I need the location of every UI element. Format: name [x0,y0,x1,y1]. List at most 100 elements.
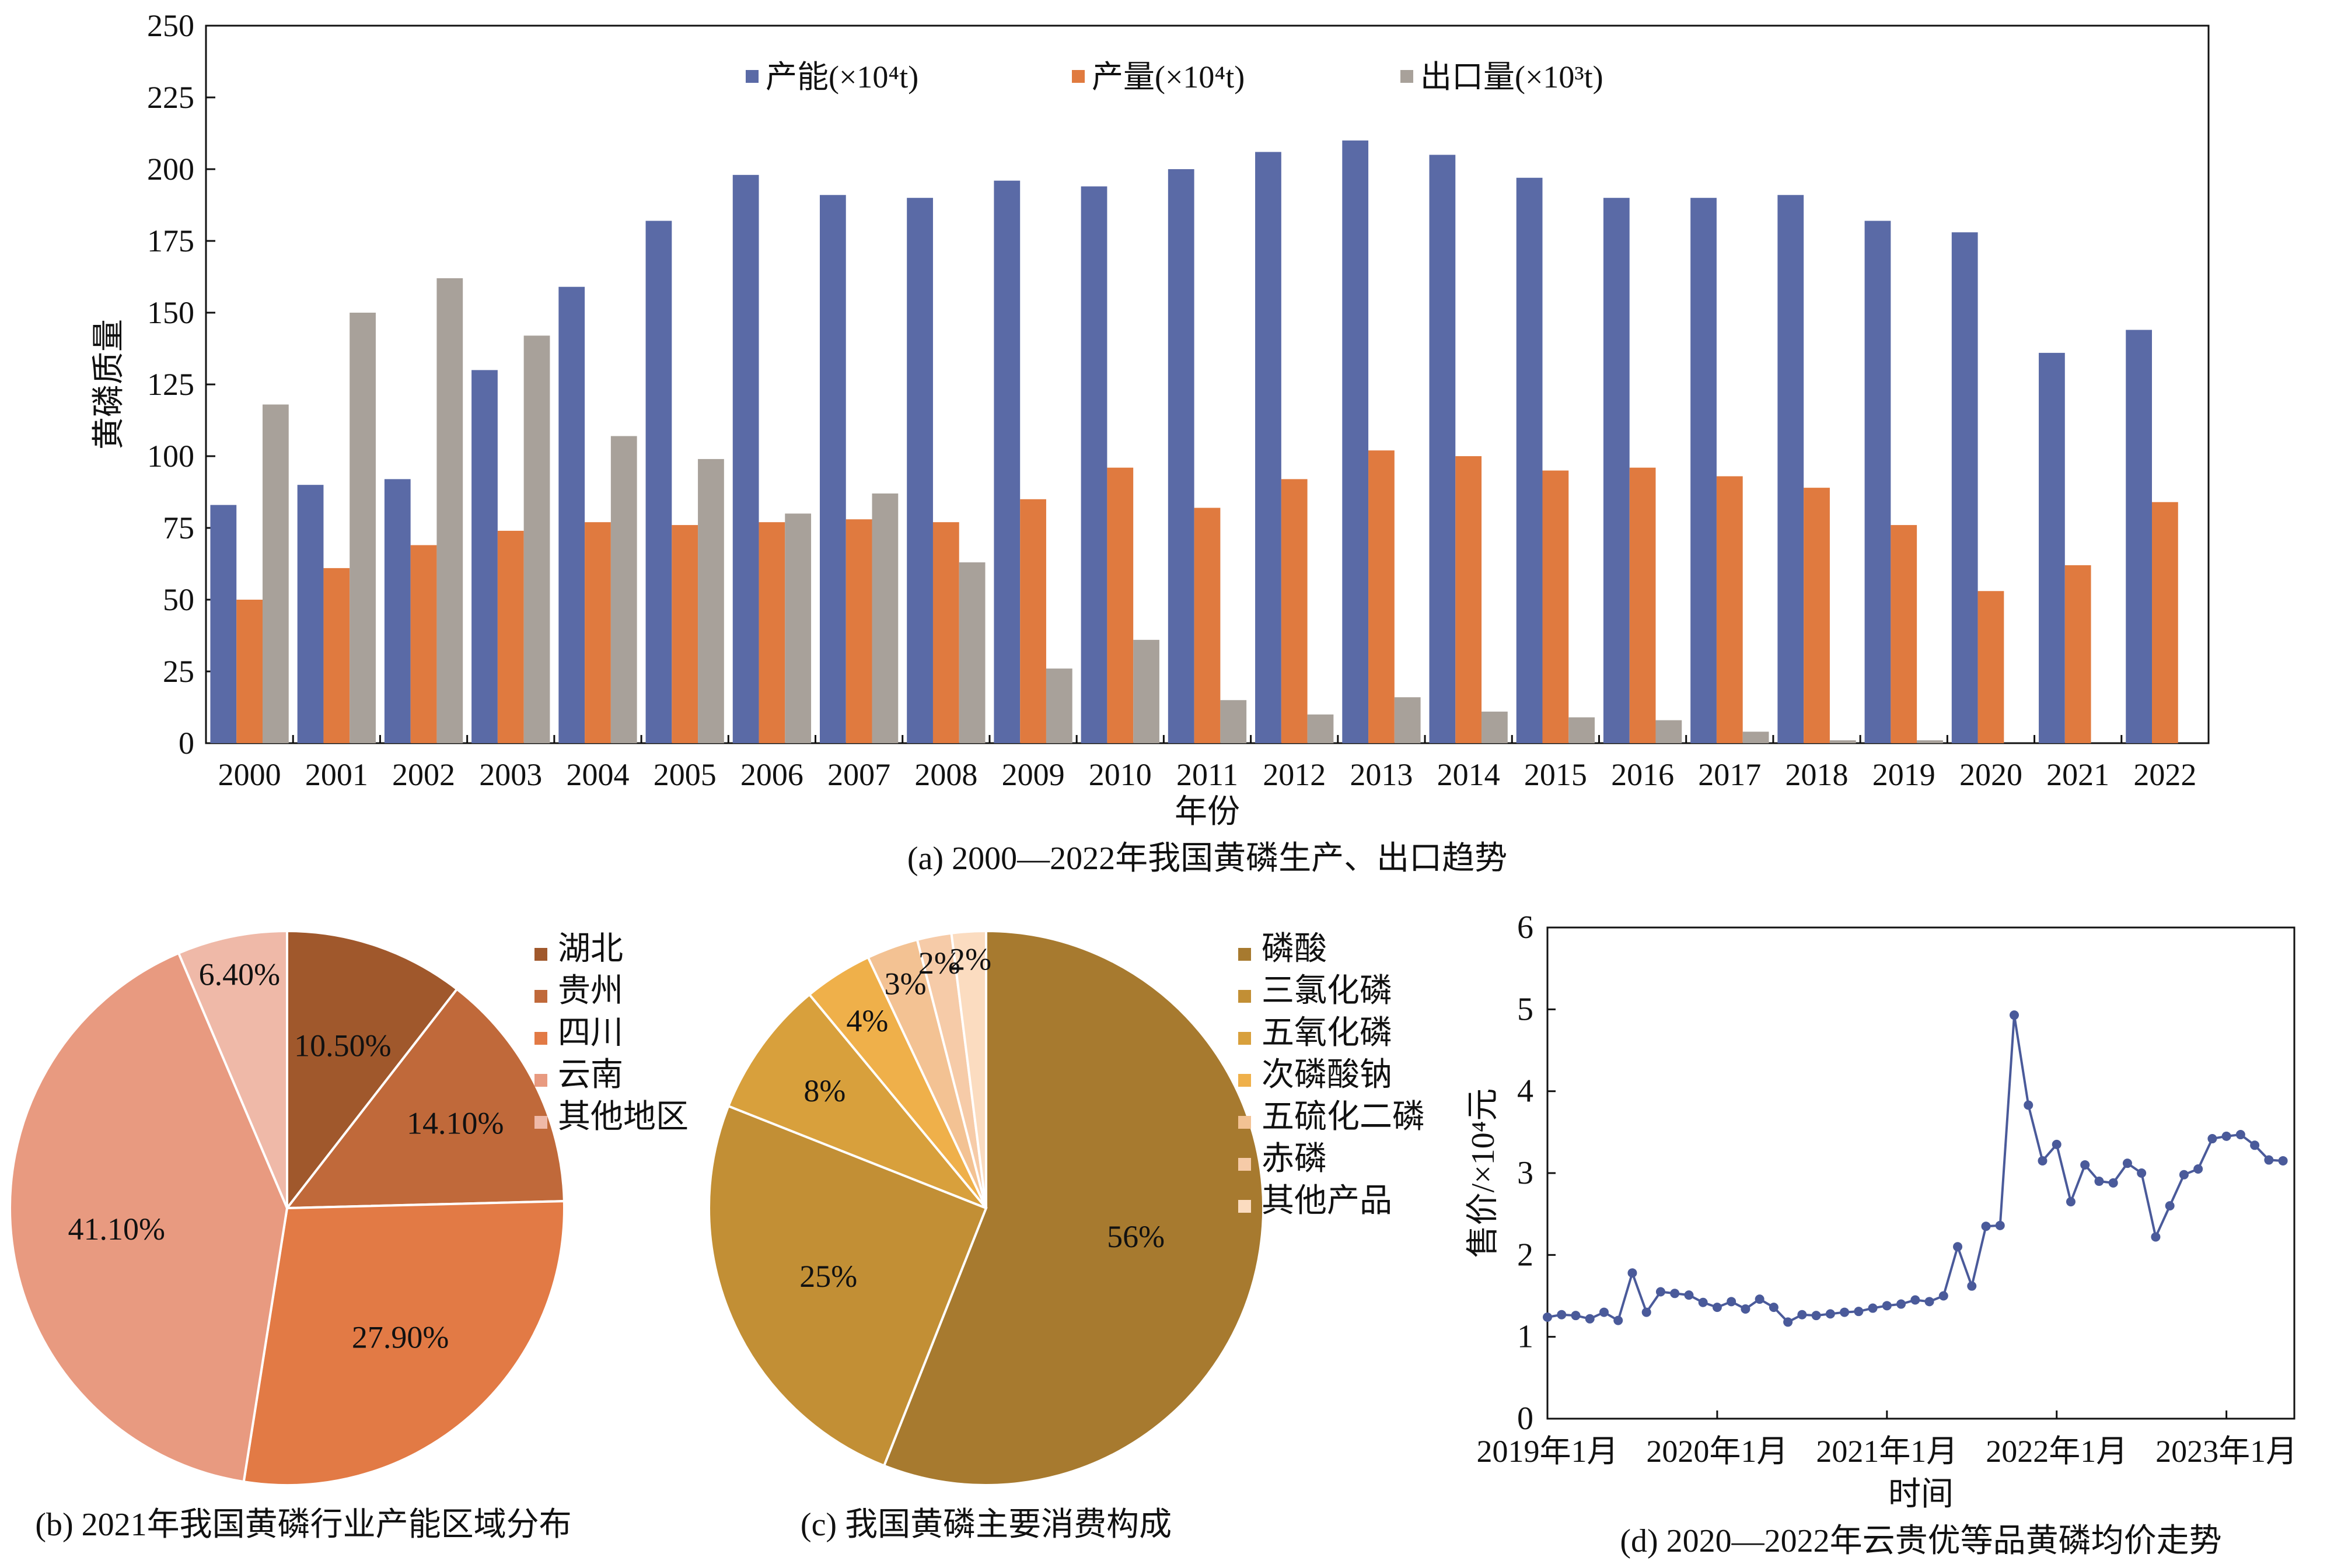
legend-swatch-capacity [746,70,759,83]
bar-capacity [471,370,498,743]
price-line-point [2278,1156,2288,1166]
pie-slice [708,1104,988,1468]
bar-output [497,530,524,743]
bar-chart-x-tick-label: 2018 [1786,757,1849,792]
price-line-x-axis: 2019年1月 2020年1月 2021年1月 2022年1月 2023年1月 [1477,1410,2297,1469]
price-line-y-tick-label: 0 [1517,1401,1533,1437]
bar-chart-x-tick-label: 2012 [1263,757,1326,792]
price-line-point [2264,1155,2274,1165]
bar-chart-x-tick-label: 2014 [1437,757,1500,792]
bar-capacity [297,485,324,743]
price-line-point [1910,1295,1920,1305]
bar-chart-x-tick-label: 2009 [1002,757,1065,792]
pie-legend-label: 磷酸 [1262,931,1327,967]
price-line-point [1995,1220,2005,1230]
price-line-point [1571,1311,1581,1321]
price-line-point [1543,1312,1552,1322]
price-line-point [1896,1299,1906,1309]
bar-capacity [907,198,933,743]
bar-export [1568,717,1595,743]
pie-legend-label: 四川 [558,1015,623,1051]
bar-export [1220,700,1247,743]
price-line-point [1670,1289,1680,1298]
bar-chart-y-tick-label: 50 [163,582,194,617]
price-line-point [2151,1232,2161,1242]
bar-capacity [210,505,237,743]
pie-slice [242,1200,565,1486]
bar-capacity [1168,169,1194,743]
bar-output [410,545,437,743]
bar-capacity [994,180,1021,743]
bar-capacity [819,195,846,743]
pie-value-label: 14.10% [407,1105,504,1140]
bar-output [1020,499,1046,743]
region-pie-value-labels: 10.50% 14.10% 27.90% 41.10% 6.40% [68,957,504,1355]
price-line-point [1627,1268,1637,1278]
bar-chart-y-tick-label: 125 [147,367,194,402]
pie-legend-label: 五硫化二磷 [1262,1099,1425,1135]
price-line-y-tick-label: 6 [1517,909,1533,946]
bar-chart-x-tick-label: 2005 [654,757,717,792]
pie-legend-label: 赤磷 [1262,1141,1327,1177]
bar-chart-x-tick-label: 2008 [914,757,977,792]
bar-output [672,525,698,743]
bar-export [262,404,289,743]
bar-capacity [1516,177,1543,743]
bar-export [523,335,550,743]
pie-legend-swatch [1238,1158,1251,1171]
price-line-point [1868,1303,1878,1313]
legend-label-output: 产量(×10⁴t) [1092,60,1245,94]
price-line-point [1783,1317,1793,1327]
bar-output [1891,525,1917,743]
bar-chart-y-tick-label: 150 [147,295,194,330]
consumption-pie-value-labels: 56%25%8%4%3%2%2% [799,942,1165,1294]
bar-output [1977,591,2004,743]
bar-chart-x-tick-label: 2020 [1959,757,2022,792]
bar-chart-x-tick-label: 2013 [1350,757,1413,792]
price-line-point [1924,1297,1934,1307]
bar-export [785,513,812,743]
bar-chart-x-tick-label: 2011 [1176,757,1238,792]
pie-legend-swatch [534,948,547,961]
bar-export [1133,639,1159,743]
pie-slice [950,929,987,1209]
bar-output [2064,565,2091,743]
pie-value-label: 27.90% [352,1320,449,1355]
bar-capacity [645,220,672,743]
price-line-point [1741,1304,1750,1314]
bar-output [236,600,263,743]
legend-swatch-export [1400,70,1413,83]
pie-legend-swatch [534,1116,547,1129]
pie-slice [726,993,987,1209]
price-line-x-tick-label: 2020年1月 [1646,1434,1788,1469]
pie-legend-swatch [1238,990,1251,1003]
bar-chart-y-tick-label: 0 [179,726,194,761]
price-line-point [1882,1301,1892,1311]
price-line-point [1938,1291,1948,1301]
bar-chart-y-tick-label: 25 [163,654,194,689]
price-line-point [1684,1290,1694,1300]
pie-value-label: 2% [918,946,960,981]
bar-capacity [1777,195,1804,743]
bar-capacity [384,479,411,743]
consumption-pie-slices [708,929,1264,1486]
legend-label-capacity: 产能(×10⁴t) [766,60,918,94]
pie-legend-label: 三氯化磷 [1262,973,1392,1009]
price-line-point [2024,1100,2033,1110]
bar-output [1455,456,1482,743]
bar-chart-x-tick-label: 2007 [827,757,890,792]
bar-output [845,519,872,743]
bar-capacity [2126,330,2153,743]
bar-output [759,522,785,743]
price-line-point [2052,1139,2062,1149]
bar-chart-caption: (a) 2000—2022年我国黄磷生产、出口趋势 [907,841,1507,877]
pie-legend-label: 五氧化磷 [1262,1015,1392,1051]
price-line-point [1967,1281,1977,1291]
consumption-pie-panel: 56%25%8%4%3%2%2% 磷酸三氯化磷五氧化磷次磷酸钠五硫化二磷赤磷其他… [708,929,1425,1543]
pie-legend-swatch [534,990,547,1003]
bar-chart-x-tick-label: 2021 [2046,757,2109,792]
pie-value-label: 3% [885,967,927,1002]
price-line-y-tick-label: 4 [1517,1073,1533,1110]
bar-output [932,522,959,743]
price-line-x-axis-label: 时间 [1888,1476,1954,1513]
